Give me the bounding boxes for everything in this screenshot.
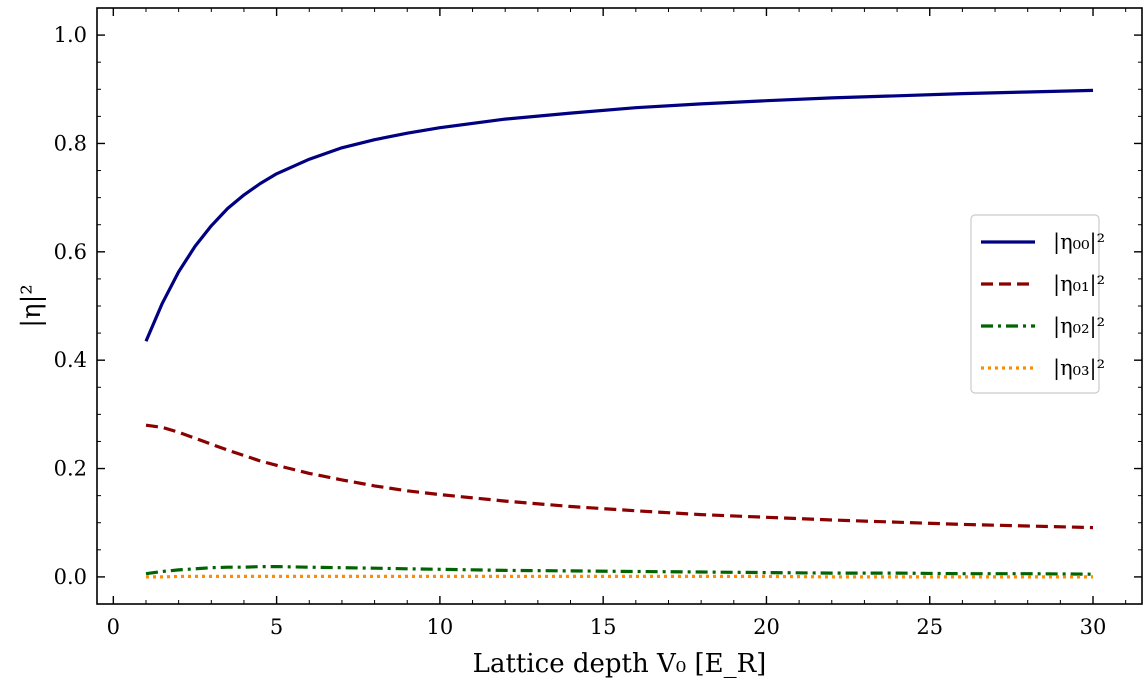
x-tick-label: 10 [427,615,454,639]
series-line-0 [144,88,1094,342]
series-line-3 [146,574,1093,579]
legend: |η₀₀|² |η₀₁|² |η₀₂|² |η₀₃|² [970,214,1105,394]
y-tick-label: 0.0 [54,565,87,589]
x-axis: 0 5 10 15 20 25 30 [107,8,1127,639]
x-tick-label: 15 [590,615,617,639]
x-tick-label: 25 [916,615,943,639]
legend-label: |η₀₀|² [1053,230,1105,255]
x-tick-label: 20 [753,615,780,639]
y-tick-label: 0.4 [54,348,87,372]
x-tick-label: 0 [107,615,120,639]
x-tick-label: 30 [1080,615,1107,639]
legend-box [970,214,1100,394]
series-line-1 [145,423,1094,530]
series-line-2 [145,564,1094,576]
y-axis-label: |η|² [17,284,47,328]
x-tick-label: 5 [270,615,283,639]
x-axis-label: Lattice depth V₀ [E_R] [473,649,767,679]
legend-label: |η₀₂|² [1053,314,1105,339]
y-axis: 0.0 0.2 0.4 0.6 0.8 1.0 [54,23,1142,605]
y-tick-label: 0.6 [54,240,87,264]
y-tick-label: 0.2 [54,457,87,481]
legend-label: |η₀₁|² [1053,272,1105,297]
y-tick-label: 1.0 [54,23,87,47]
legend-label: |η₀₃|² [1053,356,1105,381]
y-tick-label: 0.8 [54,131,87,155]
series-layer [144,88,1094,579]
